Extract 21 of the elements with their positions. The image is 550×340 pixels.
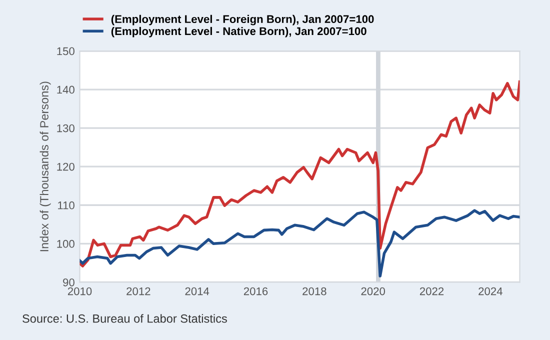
legend-label: (Employment Level - Foreign Born), Jan 2007=100 xyxy=(111,14,374,26)
y-axis-title: Index of (Thousands of Persons) xyxy=(40,82,51,252)
x-tick-label: 2020 xyxy=(361,287,386,296)
line-series xyxy=(80,209,520,278)
x-tick-label: 2010 xyxy=(68,287,92,296)
x-tick-label: 2014 xyxy=(185,287,210,296)
x-tick-label: 2012 xyxy=(126,287,150,296)
y-tick-label: 100 xyxy=(57,240,74,248)
y-tick-label: 90 xyxy=(63,278,74,286)
legend-label: (Employment Level - Native Born), Jan 2007=100 xyxy=(111,26,366,38)
y-tick-label: 110 xyxy=(58,201,74,210)
y-tick-label: 120 xyxy=(57,162,74,171)
source-note: Source: U.S. Bureau of Labor Statistics xyxy=(22,314,227,323)
x-tick-label: 2024 xyxy=(478,287,502,296)
x-tick-label: 2018 xyxy=(302,287,326,296)
y-tick-label: 150 xyxy=(57,47,74,56)
y-tick-label: 130 xyxy=(57,124,74,132)
y-tick-label: 140 xyxy=(57,86,74,94)
line-series xyxy=(80,80,520,268)
x-tick-label: 2022 xyxy=(420,287,444,296)
x-tick-label: 2016 xyxy=(244,287,268,296)
